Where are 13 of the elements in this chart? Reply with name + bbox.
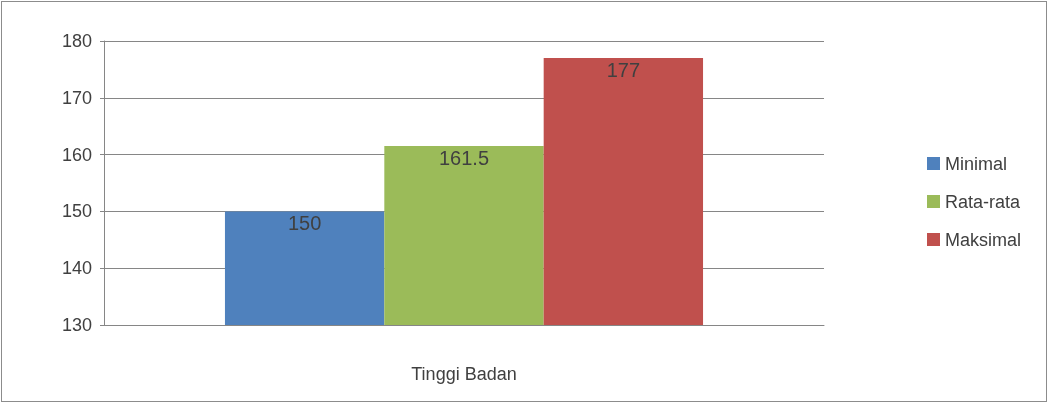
- y-tick-label: 180: [61, 31, 92, 51]
- data-label: 150: [287, 212, 322, 235]
- y-tick-label: 140: [61, 258, 92, 279]
- data-label: 161.5: [438, 147, 490, 170]
- y-tick-label: 160: [61, 144, 92, 165]
- y-tick-label: 130: [61, 315, 92, 335]
- y-tick-label: 150: [61, 201, 92, 222]
- x-tick-label: Tinggi Badan: [411, 364, 517, 384]
- data-label: 177: [606, 59, 641, 82]
- legend-label: Maksimal: [944, 229, 1022, 250]
- y-tick-label: 170: [61, 87, 92, 108]
- legend-label: Rata-rata: [944, 191, 1022, 212]
- legend-label: Minimal: [944, 153, 1008, 174]
